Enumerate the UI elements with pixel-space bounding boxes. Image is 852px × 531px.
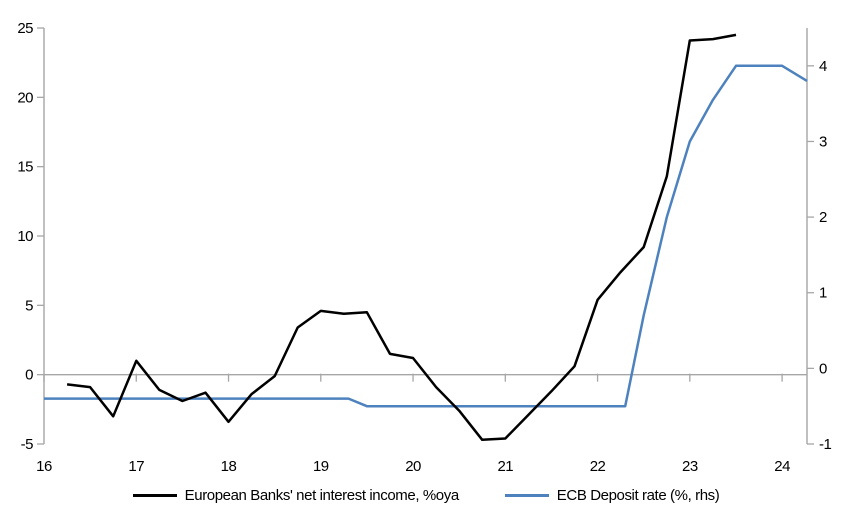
x-axis-tick-label: 21 — [497, 458, 513, 475]
nii-line-swatch — [132, 494, 177, 497]
x-axis-tick-label: 17 — [128, 458, 144, 475]
x-axis-tick-label: 20 — [405, 458, 421, 475]
legend-item-nii: European Banks' net interest income, %oy… — [132, 487, 460, 504]
y-right-axis-label: 2 — [819, 209, 827, 226]
x-axis-tick-label: 22 — [590, 458, 606, 475]
y-left-axis-label: 20 — [17, 89, 33, 106]
nii-legend-label: European Banks' net interest income, %oy… — [184, 487, 460, 504]
ecb-series-line — [44, 64, 808, 408]
y-left-axis-label: 0 — [25, 367, 33, 384]
y-right-axis-label: -1 — [819, 436, 831, 453]
y-left-axis-label: 5 — [25, 297, 33, 314]
y-right-axis-label: 0 — [819, 360, 827, 377]
y-right-axis-label: 4 — [819, 58, 827, 75]
x-axis-tick-label: 23 — [682, 458, 698, 475]
x-axis-tick-label: 24 — [774, 458, 790, 475]
y-right-axis-label: 1 — [819, 285, 827, 302]
nii-series-line — [66, 33, 737, 442]
x-axis-tick-label: 16 — [36, 458, 52, 475]
y-left-axis-label: -5 — [21, 436, 33, 453]
y-left-axis-label: 10 — [17, 228, 33, 245]
x-axis-tick-label: 18 — [221, 458, 237, 475]
x-axis-tick-label: 19 — [313, 458, 329, 475]
legend: European Banks' net interest income, %oy… — [0, 487, 852, 504]
y-left-axis-label: 25 — [17, 20, 33, 37]
ecb-line-swatch — [504, 494, 549, 497]
legend-item-ecb: ECB Deposit rate (%, rhs) — [504, 487, 720, 504]
ecb-legend-label: ECB Deposit rate (%, rhs) — [556, 487, 720, 504]
y-right-axis-label: 3 — [819, 133, 827, 150]
y-left-axis-label: 15 — [17, 159, 33, 176]
